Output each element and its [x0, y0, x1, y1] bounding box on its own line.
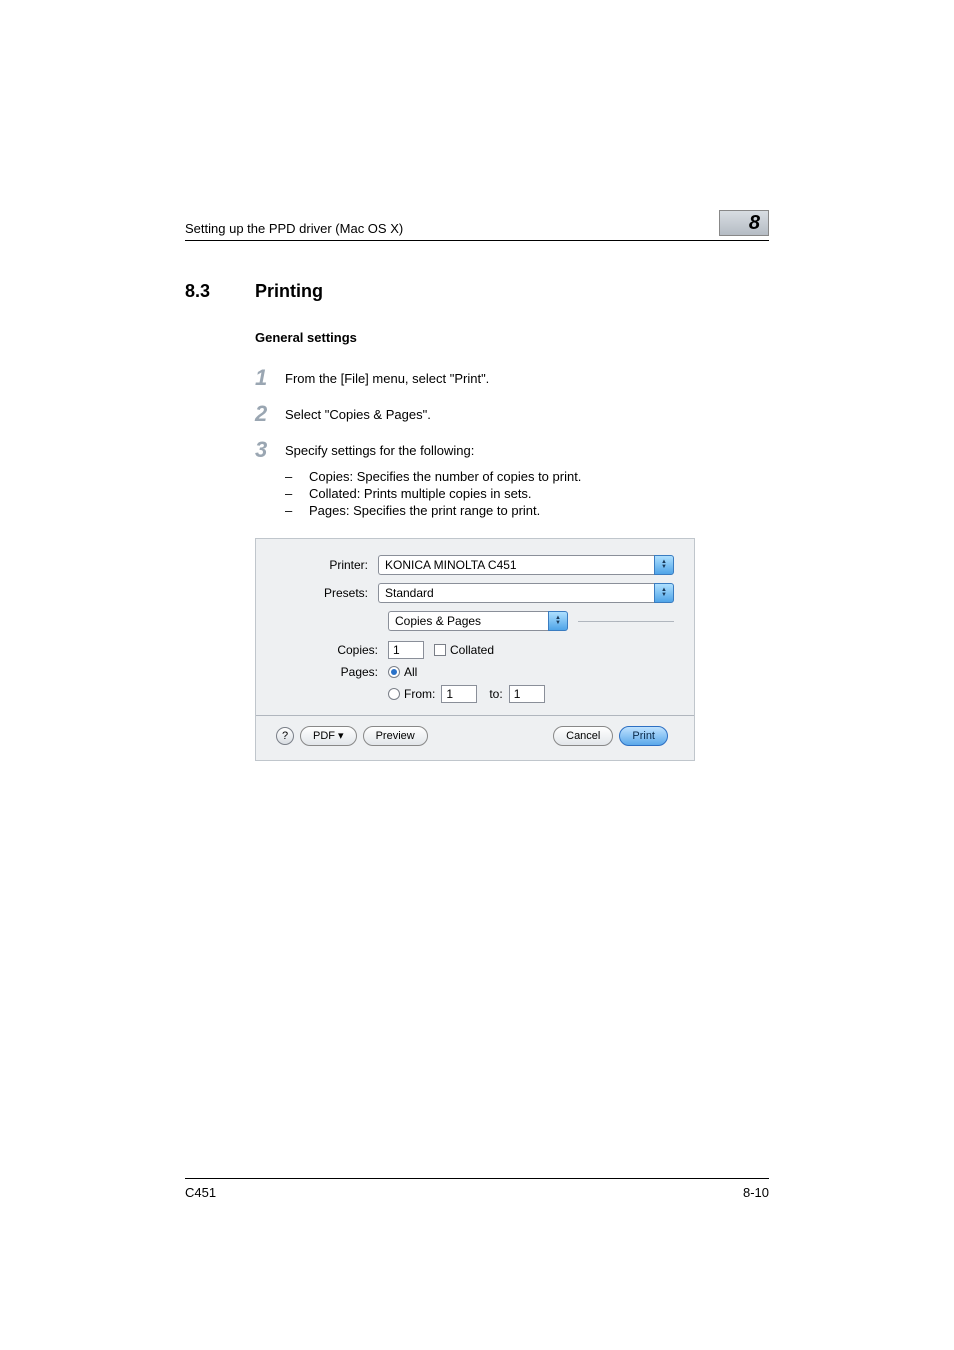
- step-text: Select "Copies & Pages".: [285, 403, 431, 425]
- section-select[interactable]: Copies & Pages ▲▼: [388, 611, 568, 631]
- printer-select[interactable]: KONICA MINOLTA C451 ▲▼: [378, 555, 674, 575]
- copies-input[interactable]: 1: [388, 641, 424, 659]
- step-3: 3 Specify settings for the following:: [255, 439, 769, 461]
- preview-button[interactable]: Preview: [363, 726, 428, 746]
- to-label: to:: [489, 687, 502, 701]
- dropdown-arrows-icon[interactable]: ▲▼: [654, 583, 674, 603]
- help-button[interactable]: ?: [276, 727, 294, 745]
- cancel-button[interactable]: Cancel: [553, 726, 613, 746]
- page-footer: C451 8-10: [185, 1178, 769, 1200]
- bullet-text: Collated: Prints multiple copies in sets…: [309, 486, 532, 501]
- step-text: From the [File] menu, select "Print".: [285, 367, 489, 389]
- step-number: 3: [255, 439, 285, 461]
- bullet-text: Pages: Specifies the print range to prin…: [309, 503, 540, 518]
- copies-label: Copies:: [326, 643, 388, 657]
- step-2: 2 Select "Copies & Pages".: [255, 403, 769, 425]
- pages-all-radio[interactable]: [388, 666, 400, 678]
- pages-label: Pages:: [326, 665, 388, 679]
- print-dialog: Printer: KONICA MINOLTA C451 ▲▼ Presets:…: [255, 538, 695, 761]
- chapter-badge: 8: [719, 210, 769, 236]
- printer-label: Printer:: [276, 558, 378, 572]
- subsection-title: General settings: [255, 330, 769, 345]
- section-number: 8.3: [185, 281, 255, 302]
- dropdown-arrows-icon[interactable]: ▲▼: [548, 611, 568, 631]
- presets-select[interactable]: Standard ▲▼: [378, 583, 674, 603]
- presets-value: Standard: [378, 583, 654, 603]
- presets-label: Presets:: [276, 586, 378, 600]
- printer-value: KONICA MINOLTA C451: [378, 555, 654, 575]
- pages-from-radio[interactable]: [388, 688, 400, 700]
- section-heading: 8.3 Printing: [185, 281, 769, 302]
- from-label: From:: [404, 687, 435, 701]
- footer-left: C451: [185, 1185, 216, 1200]
- page-header: Setting up the PPD driver (Mac OS X) 8: [185, 210, 769, 241]
- collated-label: Collated: [450, 643, 494, 657]
- pdf-menu-button[interactable]: PDF ▾: [300, 726, 357, 746]
- dropdown-arrows-icon[interactable]: ▲▼: [654, 555, 674, 575]
- section-value: Copies & Pages: [388, 611, 548, 631]
- header-title: Setting up the PPD driver (Mac OS X): [185, 221, 403, 236]
- from-input[interactable]: 1: [441, 685, 477, 703]
- list-item: –Copies: Specifies the number of copies …: [285, 469, 769, 484]
- step-number: 2: [255, 403, 285, 425]
- step-text: Specify settings for the following:: [285, 439, 474, 461]
- print-button[interactable]: Print: [619, 726, 668, 746]
- step-1: 1 From the [File] menu, select "Print".: [255, 367, 769, 389]
- to-input[interactable]: 1: [509, 685, 545, 703]
- list-item: –Collated: Prints multiple copies in set…: [285, 486, 769, 501]
- step-number: 1: [255, 367, 285, 389]
- list-item: –Pages: Specifies the print range to pri…: [285, 503, 769, 518]
- pages-all-label: All: [404, 665, 417, 679]
- footer-right: 8-10: [743, 1185, 769, 1200]
- collated-checkbox[interactable]: [434, 644, 446, 656]
- section-title: Printing: [255, 281, 323, 302]
- bullet-text: Copies: Specifies the number of copies t…: [309, 469, 581, 484]
- bullet-list: –Copies: Specifies the number of copies …: [285, 469, 769, 518]
